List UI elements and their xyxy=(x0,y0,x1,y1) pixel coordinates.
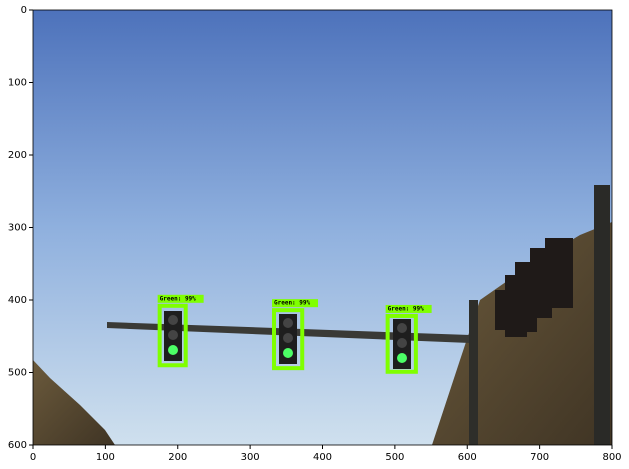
x-tick-label: 200 xyxy=(168,452,187,463)
x-tick-label: 0 xyxy=(30,452,36,463)
detection: Green: 99% xyxy=(385,304,432,374)
detection-label: Green: 99% xyxy=(388,305,425,312)
bounding-box xyxy=(157,303,188,368)
x-tick-label: 700 xyxy=(530,452,549,463)
bounding-box xyxy=(385,313,418,374)
x-tick-label: 100 xyxy=(96,452,115,463)
detection: Green: 99% xyxy=(157,294,204,368)
label-background xyxy=(272,299,319,308)
detection-label: Green: 99% xyxy=(274,300,311,307)
y-tick-label: 100 xyxy=(8,78,27,89)
label-background xyxy=(157,294,204,303)
x-tick-label: 800 xyxy=(602,452,621,463)
x-tick-label: 500 xyxy=(385,452,404,463)
y-tick-label: 400 xyxy=(8,295,27,306)
x-tick-label: 400 xyxy=(313,452,332,463)
x-tick-label: 600 xyxy=(458,452,477,463)
x-tick-label: 300 xyxy=(241,452,260,463)
y-tick-label: 0 xyxy=(21,5,27,16)
detection: Green: 99% xyxy=(272,299,319,371)
scene xyxy=(33,10,612,445)
y-tick-label: 500 xyxy=(8,368,27,379)
signal-housing xyxy=(164,311,411,369)
label-background xyxy=(385,304,432,313)
bounding-box xyxy=(272,308,305,371)
y-tick-label: 200 xyxy=(8,150,27,161)
y-tick-label: 300 xyxy=(8,223,27,234)
detection-label: Green: 99% xyxy=(160,295,197,302)
y-tick-label: 600 xyxy=(8,440,27,451)
